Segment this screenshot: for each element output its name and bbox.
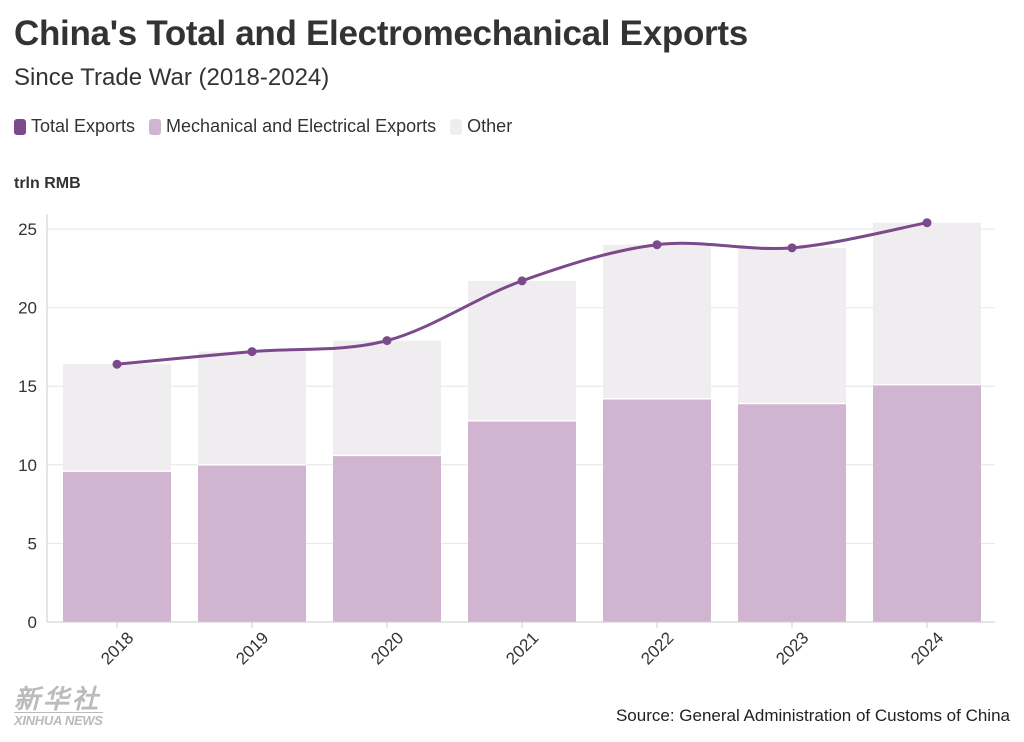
bar-other-2024 xyxy=(873,222,981,385)
logo-cn: 新华社 xyxy=(14,684,103,714)
x-tick-label: 2019 xyxy=(232,628,272,668)
x-tick-label: 2020 xyxy=(367,628,407,668)
bar-other-2021 xyxy=(468,280,576,421)
chart-title: China's Total and Electromechanical Expo… xyxy=(14,14,748,53)
legend-swatch xyxy=(14,118,26,135)
legend-label: Other xyxy=(467,116,513,136)
bar-mechanical-and-electrical-exports-2018 xyxy=(63,471,171,622)
total-exports-point xyxy=(247,347,257,357)
bar-other-2023 xyxy=(738,247,846,404)
bar-mechanical-and-electrical-exports-2021 xyxy=(468,420,576,622)
x-tick-label: 2022 xyxy=(637,628,677,668)
total-exports-point xyxy=(787,243,797,253)
bar-other-2020 xyxy=(333,340,441,456)
total-exports-point xyxy=(112,359,122,369)
x-tick-label: 2018 xyxy=(97,628,137,668)
bar-mechanical-and-electrical-exports-2020 xyxy=(333,455,441,622)
legend-item-total: Total Exports xyxy=(14,116,135,137)
xinhua-logo: 新华社 XINHUA NEWS xyxy=(14,686,103,728)
total-exports-point xyxy=(517,276,527,286)
legend-item-other: Other xyxy=(450,116,512,137)
bar-mechanical-and-electrical-exports-2024 xyxy=(873,384,981,622)
x-tick-label: 2021 xyxy=(502,628,542,668)
x-tick-label: 2023 xyxy=(772,628,812,668)
y-tick-label: 10 xyxy=(18,456,37,475)
y-tick-label: 20 xyxy=(18,299,37,318)
legend-item-mechanical: Mechanical and Electrical Exports xyxy=(149,116,436,137)
y-axis-unit: trln RMB xyxy=(14,175,81,192)
total-exports-point xyxy=(382,336,392,346)
bar-other-2022 xyxy=(603,244,711,399)
chart-subtitle: Since Trade War (2018-2024) xyxy=(14,64,330,91)
bar-other-2019 xyxy=(198,351,306,465)
y-tick-label: 0 xyxy=(28,613,37,632)
y-tick-label: 15 xyxy=(18,377,37,396)
y-tick-label: 5 xyxy=(28,534,37,553)
logo-en: XINHUA NEWS xyxy=(14,713,103,728)
legend-label: Total Exports xyxy=(31,116,136,136)
bar-mechanical-and-electrical-exports-2023 xyxy=(738,403,846,622)
legend-swatch xyxy=(450,118,463,135)
total-exports-point xyxy=(922,218,932,228)
y-tick-label: 25 xyxy=(18,220,37,239)
legend-swatch xyxy=(149,118,162,135)
source-note: Source: General Administration of Custom… xyxy=(615,706,1010,725)
legend: Total Exports Mechanical and Electrical … xyxy=(14,116,512,137)
bar-other-2018 xyxy=(63,364,171,472)
x-tick-label: 2024 xyxy=(907,628,947,668)
bar-mechanical-and-electrical-exports-2019 xyxy=(198,464,306,622)
legend-label: Mechanical and Electrical Exports xyxy=(166,116,437,136)
bar-mechanical-and-electrical-exports-2022 xyxy=(603,398,711,622)
total-exports-point xyxy=(652,240,662,250)
